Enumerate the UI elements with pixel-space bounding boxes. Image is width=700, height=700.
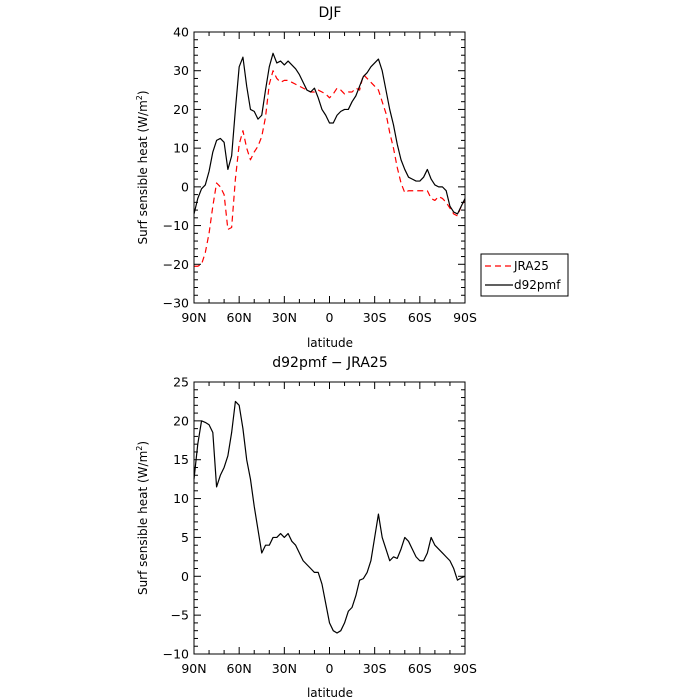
legend-label-jra25: JRA25 (513, 259, 549, 273)
y-tick-label: 15 (173, 452, 189, 467)
x-tick-label: 30S (363, 661, 387, 676)
legend-box (480, 253, 569, 297)
x-tick-label: 90N (181, 310, 206, 325)
series-line-jra25 (194, 70, 466, 267)
y-tick-label: 10 (173, 491, 189, 506)
y-tick-label: −20 (163, 257, 189, 272)
x-tick-label: 90N (181, 661, 206, 676)
x-tick-label: 30N (272, 310, 297, 325)
y-axis-label-text: Surf sensible heat (W/m2) (135, 441, 150, 595)
y-tick-label: −30 (163, 296, 189, 311)
y-tick-label: 0 (181, 569, 189, 584)
series-group (193, 52, 466, 267)
y-tick-label: 30 (173, 63, 189, 78)
y-tick-label: 20 (173, 413, 189, 428)
x-tick-label: 0 (326, 661, 334, 676)
y-tick-label: 20 (173, 102, 189, 117)
x-tick-label: 60S (408, 310, 432, 325)
y-axis-label: Surf sensible heat (W/m2) (135, 90, 150, 244)
y-tick-label: −5 (171, 608, 189, 623)
x-axis-label: latitude (307, 686, 353, 700)
series-line-d92pmf (193, 52, 466, 215)
x-tick-label: 90S (453, 310, 477, 325)
legend-label-d92pmf: d92pmf (514, 278, 561, 292)
x-tick-label: 60S (408, 661, 432, 676)
legend: JRA25 d92pmf (480, 253, 569, 297)
panel-djf: DJF Surf sensible heat (W/m2) latitude −… (135, 5, 569, 350)
x-tick-label: 60N (227, 310, 252, 325)
x-tick-label: 60N (227, 661, 252, 676)
plot-frame (193, 381, 466, 655)
axes: −10 −5 0 5 10 15 20 25 90N 60N 30N 0 30S 60S 90S (163, 375, 477, 677)
y-tick-label: 5 (181, 530, 189, 545)
series-group (193, 400, 466, 634)
panel-difference: d92pmf − JRA25 Surf sensible heat (W/m2)… (135, 355, 477, 700)
y-tick-label: 0 (181, 179, 189, 194)
panel-title: d92pmf − JRA25 (272, 355, 387, 371)
axes: −30 −20 −10 0 10 20 30 40 90N 60N 30N 0 30S 60S 90S (163, 25, 477, 326)
y-tick-label: −10 (163, 218, 189, 233)
x-tick-label: 30S (363, 310, 387, 325)
x-tick-label: 30N (272, 661, 297, 676)
x-tick-label: 0 (326, 310, 334, 325)
x-tick-label: 90S (453, 661, 477, 676)
y-tick-label: 40 (173, 25, 189, 40)
y-tick-label: 10 (173, 141, 189, 156)
y-tick-label: −10 (163, 647, 189, 662)
plot-frame (193, 31, 466, 304)
series-line-difference (193, 400, 466, 634)
x-axis-label: latitude (307, 336, 353, 350)
panel-title: DJF (319, 5, 342, 21)
y-axis-label: Surf sensible heat (W/m2) (135, 441, 150, 595)
y-axis-label-text: Surf sensible heat (W/m2) (135, 90, 150, 244)
y-tick-label: 25 (173, 375, 189, 390)
